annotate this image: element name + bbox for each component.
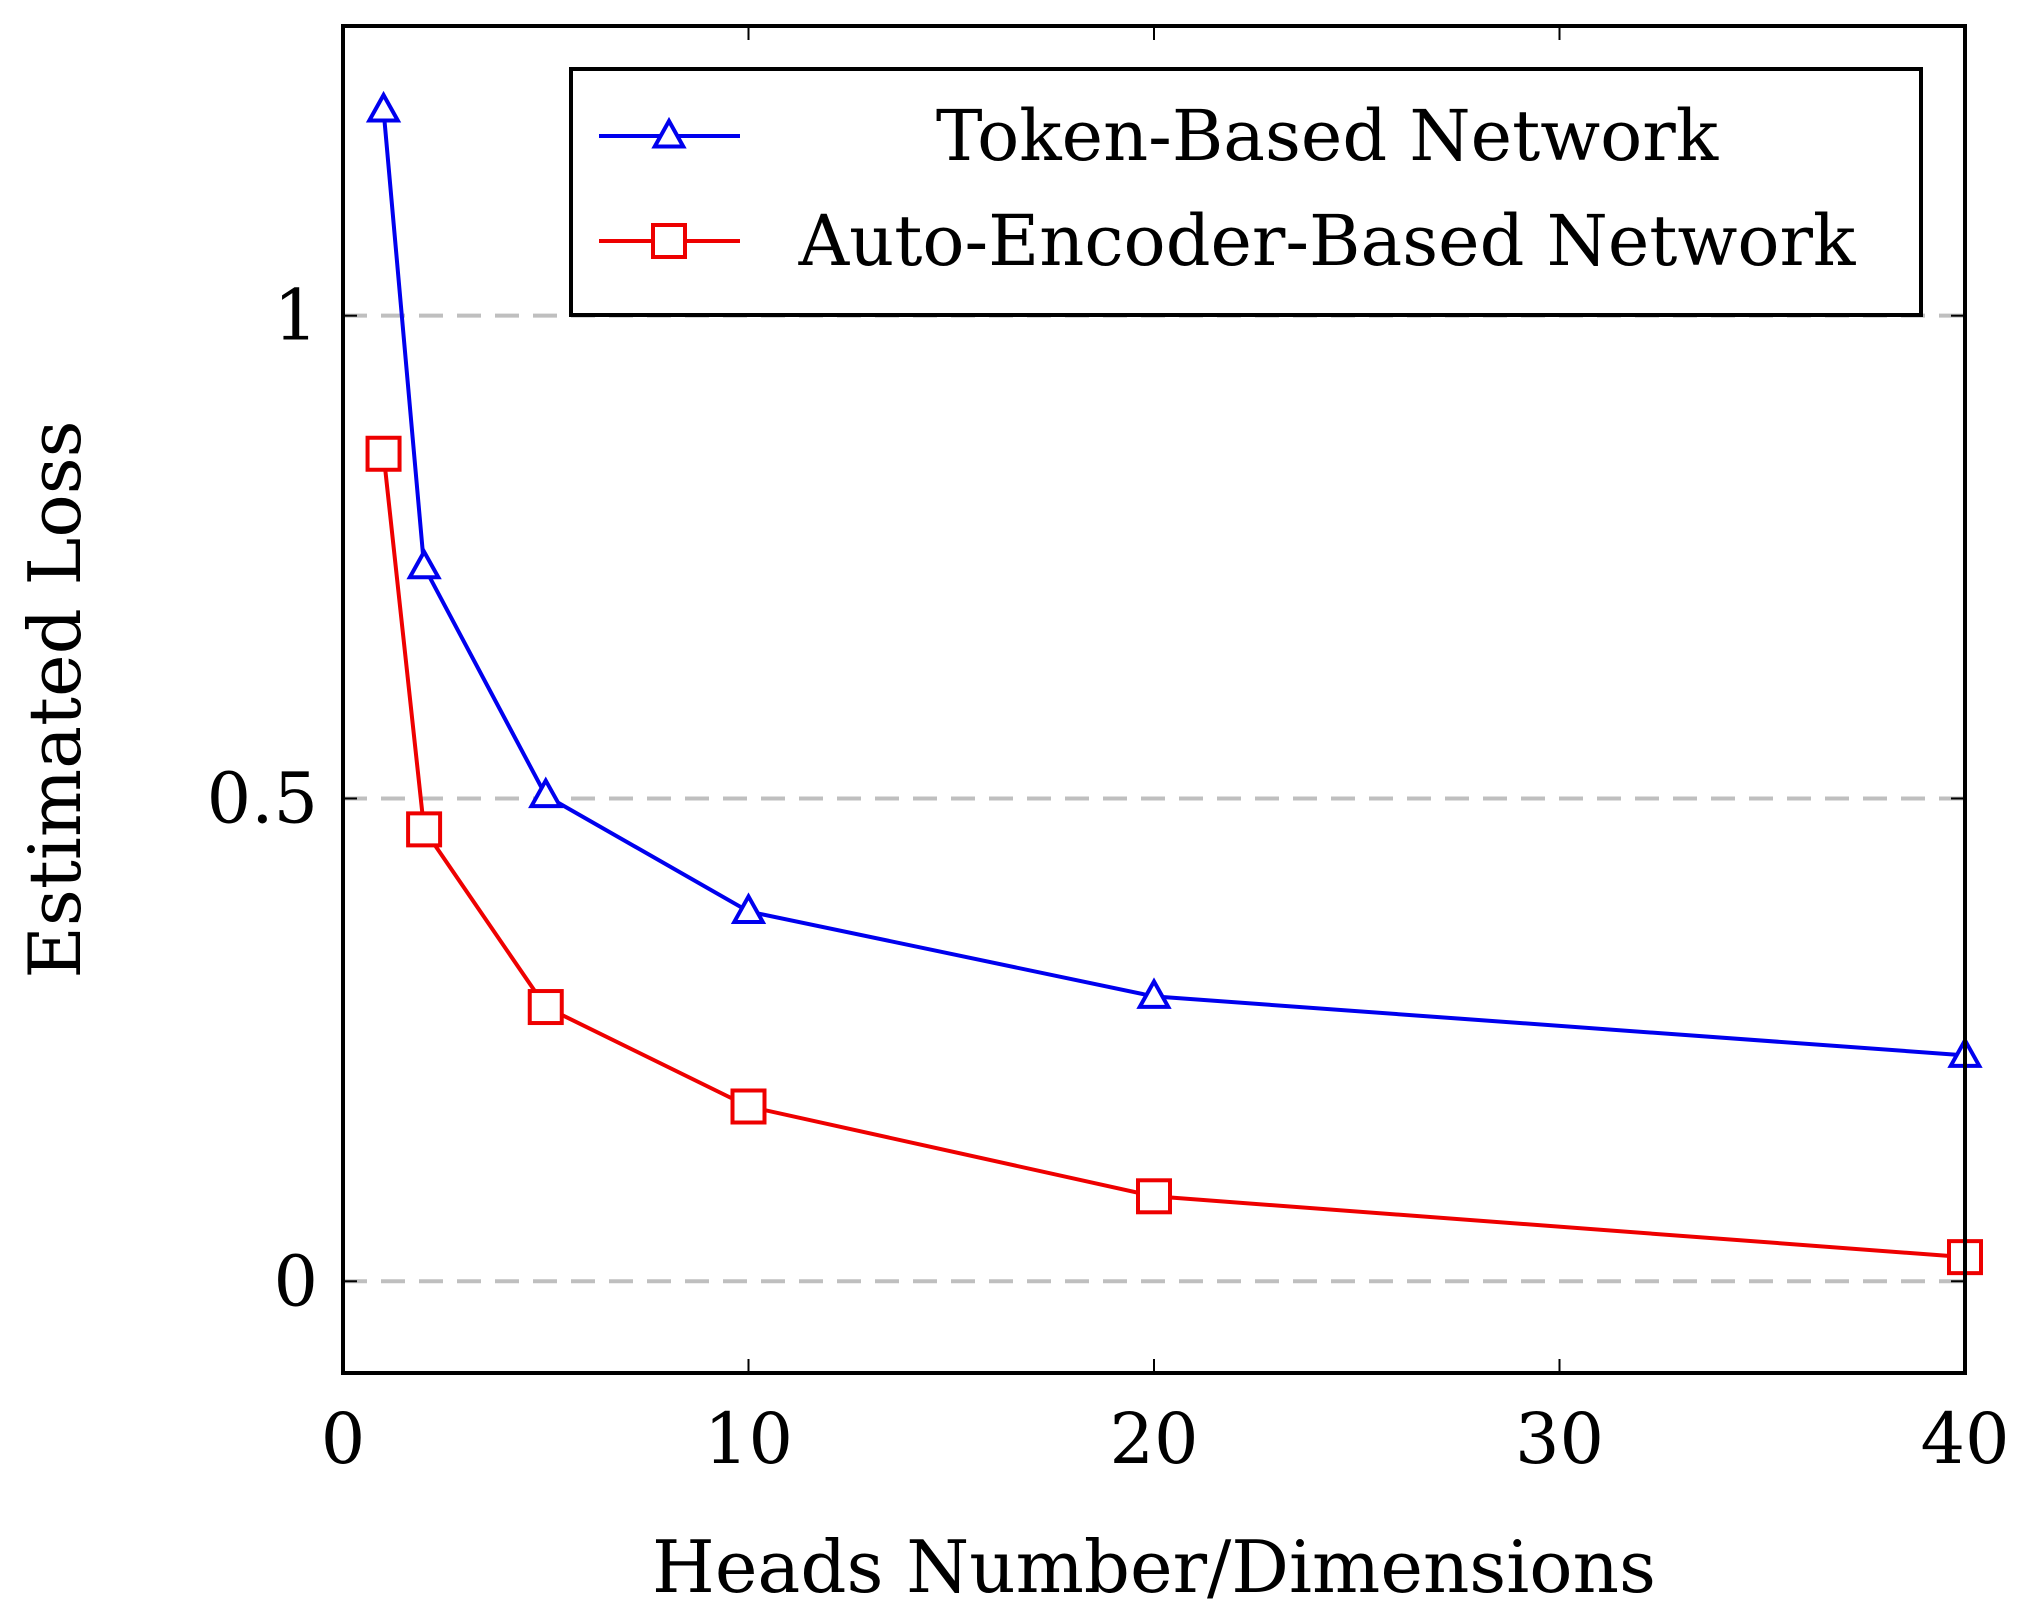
y-tick-label: 0 [273, 1240, 318, 1322]
legend-box [569, 67, 1923, 317]
data-point [1136, 1178, 1172, 1215]
tick-labels: 00.510 10 20 30 40 [207, 275, 2010, 1480]
grid-layer [343, 313, 1965, 1284]
y-axis-title: Estimated Loss [13, 420, 97, 978]
plot-frame [341, 24, 1967, 1375]
series-layer [365, 90, 1983, 1276]
legend-label: Auto-Encoder-Based Network [798, 200, 1856, 282]
data-point [406, 811, 443, 848]
x-axis-title: Heads Number/Dimensions [652, 1525, 1656, 1609]
x-tick-label: 40 [1920, 1398, 2009, 1480]
series-line [381, 453, 1966, 1260]
data-point [528, 776, 564, 809]
series-line [381, 109, 1966, 1058]
series-auto-encoder-based [365, 435, 1983, 1276]
data-point [730, 892, 767, 924]
data-point [365, 435, 402, 472]
legend-label: Token-Based Network [936, 95, 1719, 177]
y-tick-label: 0.5 [207, 757, 318, 839]
data-point [406, 547, 442, 580]
data-point [365, 90, 402, 123]
x-tick-label: 10 [704, 1398, 793, 1480]
data-point [730, 1088, 767, 1125]
data-point [527, 989, 564, 1026]
triangle-marker-icon [651, 116, 687, 149]
y-tick-label: 1 [273, 275, 318, 357]
legend: Token-Based Network Auto-Encoder-Based Ne… [569, 67, 1923, 317]
legend-entry: Token-Based Network [599, 95, 1719, 177]
data-point [1136, 977, 1172, 1009]
legend-entry: Auto-Encoder-Based Network [599, 200, 1856, 282]
square-marker-icon [651, 223, 687, 259]
x-tick-label: 0 [321, 1398, 366, 1480]
legend-items: Token-Based Network Auto-Encoder-Based Ne… [599, 95, 1856, 282]
x-tick-label: 30 [1515, 1398, 1604, 1480]
x-tick-label: 20 [1109, 1398, 1198, 1480]
